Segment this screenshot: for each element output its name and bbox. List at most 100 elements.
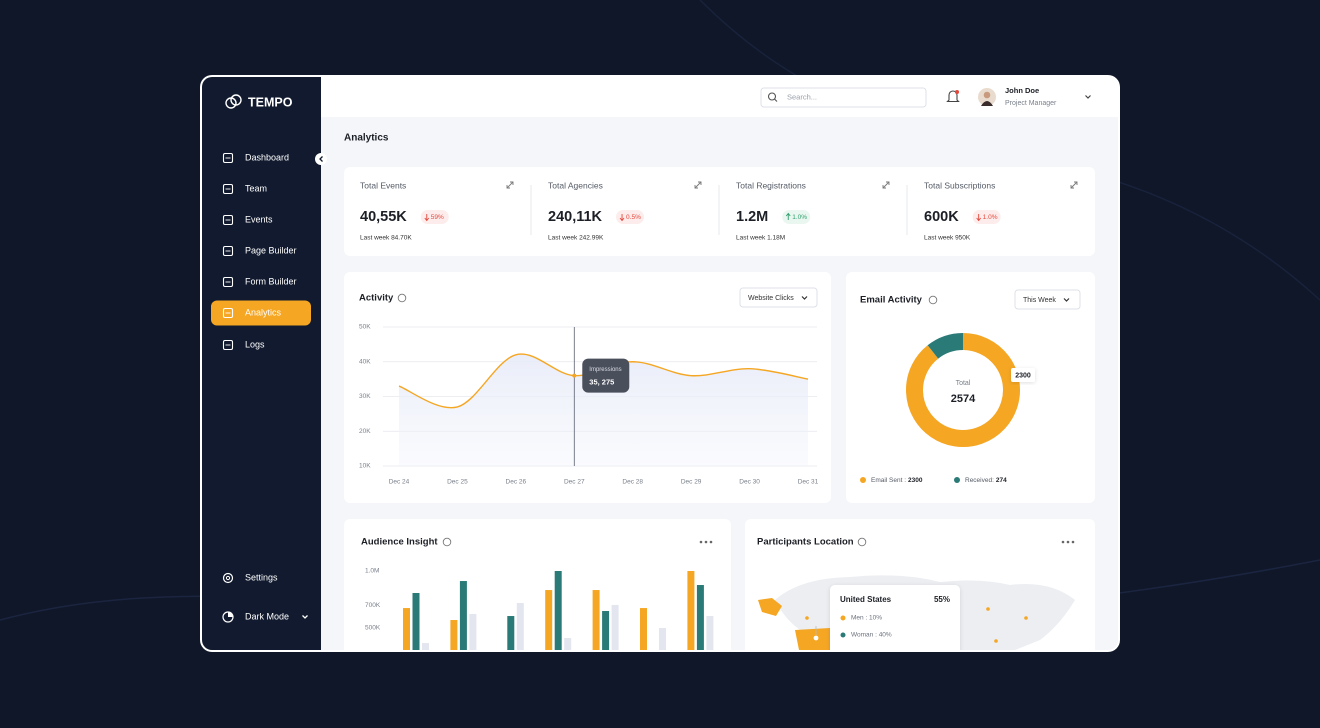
change-pill [616,210,645,224]
search-icon [774,98,778,102]
header [321,77,1118,117]
email-card [846,272,1095,503]
bar [706,616,714,650]
stat-value: 1.2M [736,209,768,225]
settings[interactable]: Settings [222,572,279,584]
bar [450,620,458,650]
nav-label: Form Builder [245,276,297,286]
expand-icon[interactable] [694,181,702,189]
stat-label: Total Subscriptions [924,180,995,190]
notifications[interactable] [946,90,960,103]
nav-item[interactable]: Team [222,183,268,195]
trend-arrow [619,214,625,222]
expand-icon[interactable] [506,181,514,189]
change-pill [420,210,449,224]
x-tick-label: Dec 24 [389,479,410,486]
settings-label: Settings [245,572,278,582]
audience-card [344,519,731,650]
more-menu[interactable] [699,540,713,544]
stat-last-week: Last week 950K [924,235,971,242]
legend-name: Received: [965,477,994,484]
y-tick-label: 500K [365,625,381,632]
nav-label: Events [245,214,273,224]
bar [611,604,619,650]
y-tick-label: 30K [359,393,371,400]
nav-label: Team [245,183,267,193]
search-icon [767,92,777,101]
nav-item[interactable]: Form Builder [222,276,297,288]
card-title: Audience Insight [361,537,438,548]
bar [545,590,553,650]
legend-dot [840,615,846,621]
dark-mode[interactable]: Dark Mode [222,611,308,623]
x-tick-label: Dec 30 [739,479,760,486]
collapse-button[interactable] [315,153,327,165]
nav-icon [222,276,234,288]
activity-chart: 10K 20K 30K 40K 50K Dec 24 Dec 25 Dec 26 Dec 27 D… [359,324,819,486]
brand[interactable]: TEMPO [225,94,293,109]
info-icon [857,537,867,547]
user-menu[interactable]: John Doe Project Manager [978,86,1091,107]
tooltip-row: Woman : 40% [851,632,892,639]
dropdown-label: Website Clicks [748,295,794,302]
app: TEMPO Dashboard Team Events Page Builder For… [202,77,1118,650]
nav-label: Logs [245,339,265,349]
map-pin[interactable] [812,634,820,642]
region-highlight [758,598,782,616]
legend-dot [954,477,960,483]
avatar [981,101,993,106]
nav-item[interactable]: Events [222,214,274,226]
bar [659,628,666,650]
logo [230,94,242,106]
user-name: John Doe [1005,86,1039,95]
stat: Total Agencies 240,11K 0.5% Last week 242.9… [530,180,702,242]
nav-icon [222,183,234,195]
more-menu[interactable] [1061,540,1075,544]
stat-value: 240,11K [548,209,603,225]
donut-total: 2574 [951,393,976,405]
nav-item[interactable]: Dashboard [222,152,290,164]
x-tick-label: Dec 26 [506,479,527,486]
search-box [760,87,927,108]
map-tooltip [830,585,960,650]
y-tick-label: 700K [365,602,381,609]
legend-dot [860,477,866,483]
dot [699,540,703,544]
trend-arrow [424,214,430,222]
expand-icon[interactable] [882,181,890,189]
bar [564,638,572,650]
bar [422,643,429,650]
chevron [801,296,808,300]
info-icon [397,293,407,303]
bar [516,603,524,650]
nav-item[interactable]: Analytics [211,300,311,326]
trend-arrow [785,212,791,220]
sidebar [202,77,321,650]
donut-segment [906,333,1020,447]
stat-label: Total Registrations [736,180,806,190]
expand-icon[interactable] [1070,181,1078,189]
area [399,354,808,466]
change-pill [972,210,1001,224]
email-dropdown[interactable]: This Week [1014,289,1081,310]
audience-chart: 500K 700K 1.0M [365,568,714,650]
x-tick-label: Dec 27 [564,479,585,486]
search[interactable]: Search... [760,87,927,108]
nav-item[interactable]: Logs [222,339,266,351]
dropdown [1014,289,1081,310]
nav-item[interactable]: Page Builder [222,245,297,257]
stat: Total Subscriptions 600K 1.0% Last week 950… [906,180,1078,242]
activity-dropdown[interactable]: Website Clicks [739,287,818,308]
x-tick-label: Dec 25 [447,479,468,486]
legend-name: Email Sent : [871,477,906,484]
tooltip-row: Men : 10% [851,615,882,622]
info-icon [442,537,452,547]
card-title: Activity [359,293,394,304]
nav-icon [222,245,234,257]
nav: Dashboard Team Events Page Builder Form Buil… [211,152,311,351]
dot [1061,540,1065,544]
